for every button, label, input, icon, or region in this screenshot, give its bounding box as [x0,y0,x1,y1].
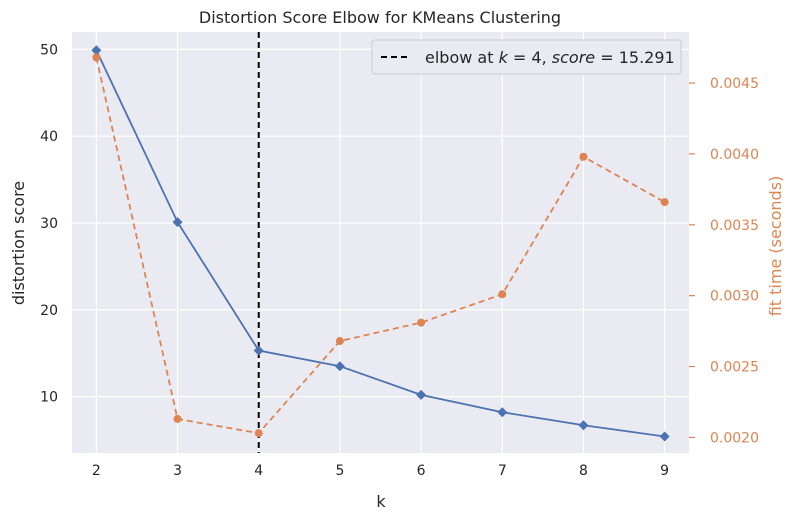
chart-title: Distortion Score Elbow for KMeans Cluste… [199,8,561,27]
plot-background [72,32,689,453]
y2-tick-label: 0.0035 [710,218,759,234]
distortion-point [497,407,508,418]
x-axis-label: k [376,492,386,511]
fit-time-series-line [95,57,666,435]
distortion-point [659,431,670,442]
fit-time-point [92,53,101,62]
y2-tick-label: 0.0045 [710,76,759,92]
legend-elbow-label: elbow at k = 4, score = 15.291 [425,48,675,67]
distortion-point [578,420,589,431]
fit-time-point [579,152,588,161]
legend-box [371,39,682,75]
legend-score-var: score [552,48,596,67]
legend: elbow at k = 4, score = 15.291 [371,39,682,75]
legend-prefix: elbow at [425,48,499,67]
y-tick-label: 10 [40,390,58,406]
legend-k-value: = 4, [508,48,552,67]
y-tick-label: 40 [40,129,58,145]
y-tick-label: 30 [40,216,58,232]
distortion-point [253,345,264,356]
series-layer [91,45,670,442]
x-tick-label: 9 [660,463,669,479]
legend-k-var: k [499,48,509,67]
x-tick-label: 3 [173,463,182,479]
x-tick-label: 6 [417,463,426,479]
x-tick-label: 4 [254,463,263,479]
y2-tick-label: 0.0025 [710,360,759,376]
distortion-point [334,361,345,372]
legend-score-value: = 15.291 [595,48,675,67]
x-tick-label: 2 [92,463,101,479]
fit-time-point [173,414,182,423]
distortion-series-line [95,49,665,438]
fit-time-point [335,337,344,346]
y2-tick-label: 0.0020 [710,430,759,446]
y-tick-label: 20 [40,303,58,319]
y2-axis-label: fit time (seconds) [766,176,785,317]
y2-tick-label: 0.0030 [710,289,759,305]
y-axis-label: distortion score [9,181,28,305]
y2-tick-label: 0.0040 [710,147,759,163]
distortion-point [416,389,427,400]
y-tick-label: 50 [40,42,58,58]
fit-time-point [660,198,669,207]
fit-time-point [498,290,507,299]
fit-time-point [254,429,263,438]
axis-ticks: 2 3 4 5 6 7 8 9 10 20 30 40 50 0.0020 0.0025 0.0030 0.00… [40,42,759,479]
x-tick-label: 7 [498,463,507,479]
distortion-point [91,45,102,56]
x-tick-label: 8 [579,463,588,479]
distortion-point [172,217,183,228]
fit-time-point [417,318,426,327]
x-tick-label: 5 [335,463,344,479]
